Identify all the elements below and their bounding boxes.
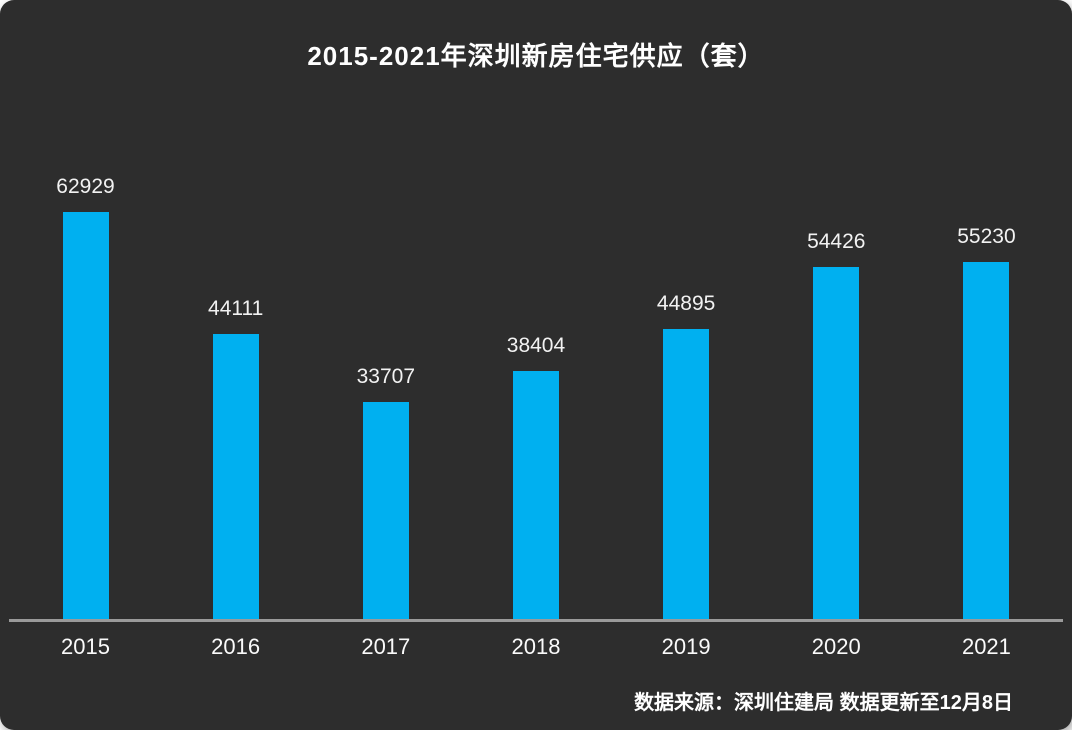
bar-column: 44111 bbox=[175, 297, 296, 620]
bar bbox=[62, 212, 109, 620]
bar-value-label: 44111 bbox=[208, 297, 264, 320]
bar bbox=[813, 267, 860, 620]
x-axis-tick-label: 2016 bbox=[211, 634, 261, 659]
chart-title: 2015-2021年深圳新房住宅供应（套） bbox=[307, 41, 765, 71]
x-axis-tick-label: 2020 bbox=[811, 634, 861, 659]
bar-value-label: 54426 bbox=[807, 230, 866, 254]
bar bbox=[512, 371, 559, 620]
bar-column: 38404 bbox=[475, 334, 596, 620]
source-note: 数据来源：深圳住建局 数据更新至12月8日 bbox=[634, 692, 1013, 714]
x-axis-tick-label: 2015 bbox=[61, 634, 110, 659]
bar-column: 44895 bbox=[626, 292, 747, 620]
bar-column: 55230 bbox=[926, 225, 1047, 620]
bar-value-label: 38404 bbox=[506, 334, 566, 357]
bar bbox=[663, 328, 710, 620]
bar-column: 33707 bbox=[325, 364, 446, 620]
bar-value-label: 55230 bbox=[957, 224, 1016, 248]
bar-columns: 62929 44111 33707 38404 44895 54426 55230 bbox=[25, 150, 1047, 620]
x-axis-tick-label: 2017 bbox=[361, 634, 411, 659]
bar bbox=[212, 334, 259, 620]
x-axis-tick-label: 2019 bbox=[661, 634, 711, 659]
bar-column: 62929 bbox=[25, 175, 146, 620]
bar-value-label: 44895 bbox=[656, 291, 716, 315]
bar bbox=[963, 261, 1010, 620]
bar bbox=[362, 401, 409, 620]
x-axis-tick-label: 2021 bbox=[961, 634, 1011, 659]
x-axis-tick-label: 2018 bbox=[511, 634, 561, 659]
bar-column: 54426 bbox=[776, 230, 897, 620]
x-axis-labels: 2015 2016 2017 2018 2019 2020 2021 bbox=[25, 634, 1047, 660]
bar-value-label: 62929 bbox=[56, 175, 115, 198]
x-axis-line bbox=[9, 619, 1063, 622]
bar-value-label: 33707 bbox=[356, 364, 416, 388]
